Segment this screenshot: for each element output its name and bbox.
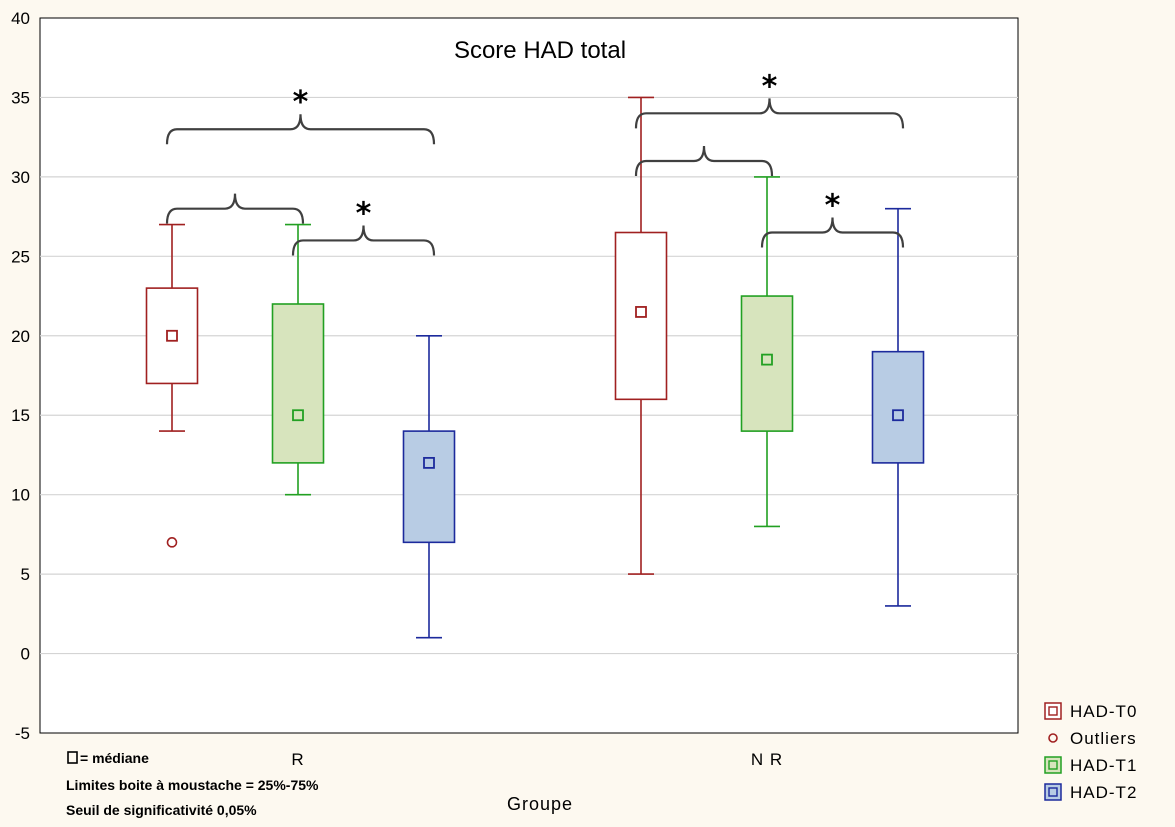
- significance-note-text: Seuil de significativité 0,05%: [66, 802, 257, 818]
- median-note-text: = médiane: [80, 750, 149, 766]
- y-tick-label: 5: [21, 565, 30, 584]
- whisker-note-text: Limites boite à moustache = 25%-75%: [66, 777, 319, 793]
- chart-title: Score HAD total: [454, 37, 626, 64]
- y-tick-label: 10: [11, 486, 30, 505]
- y-tick-label: 30: [11, 168, 30, 187]
- y-tick-label: 0: [21, 645, 30, 664]
- legend-item-had-t2: HAD-T2: [1045, 783, 1137, 802]
- legend-label: HAD-T1: [1070, 756, 1137, 775]
- median-note: = médiane: [68, 750, 149, 766]
- x-tick-label: N R: [751, 750, 783, 769]
- box-iqr: [873, 352, 924, 463]
- legend-label: Outliers: [1070, 729, 1137, 748]
- box-iqr: [147, 288, 198, 383]
- box-iqr: [273, 304, 324, 463]
- box-iqr: [742, 296, 793, 431]
- significance-star: *: [356, 196, 372, 231]
- box-legend-icon: [1045, 757, 1061, 773]
- box-iqr: [616, 233, 667, 400]
- x-axis-label: Groupe: [507, 794, 573, 814]
- median-symbol-icon: [68, 752, 77, 763]
- y-tick-label: 25: [11, 247, 30, 266]
- significance-star: *: [293, 85, 309, 120]
- notes: = médiane Limites boite à moustache = 25…: [66, 750, 319, 818]
- x-tick-label: R: [291, 750, 304, 769]
- y-tick-label: -5: [15, 724, 30, 743]
- box-legend-icon: [1045, 703, 1061, 719]
- y-tick-label: 20: [11, 327, 30, 346]
- y-axis-ticks: -5 0 5 10 15 20 25 30 35 40: [11, 9, 30, 743]
- y-tick-label: 15: [11, 406, 30, 425]
- legend-label: HAD-T2: [1070, 783, 1137, 802]
- y-tick-label: 40: [11, 9, 30, 28]
- legend-label: HAD-T0: [1070, 702, 1137, 721]
- legend-item-outliers: Outliers: [1049, 729, 1137, 748]
- box-iqr: [404, 431, 455, 542]
- legend: HAD-T0 Outliers HAD-T1 HAD-T2: [1045, 702, 1137, 802]
- significance-star: *: [825, 189, 841, 224]
- legend-item-had-t0: HAD-T0: [1045, 702, 1137, 721]
- significance-star: *: [762, 69, 778, 104]
- y-tick-label: 35: [11, 88, 30, 107]
- box-legend-icon: [1045, 784, 1061, 800]
- outlier-legend-icon: [1049, 734, 1057, 742]
- legend-item-had-t1: HAD-T1: [1045, 756, 1137, 775]
